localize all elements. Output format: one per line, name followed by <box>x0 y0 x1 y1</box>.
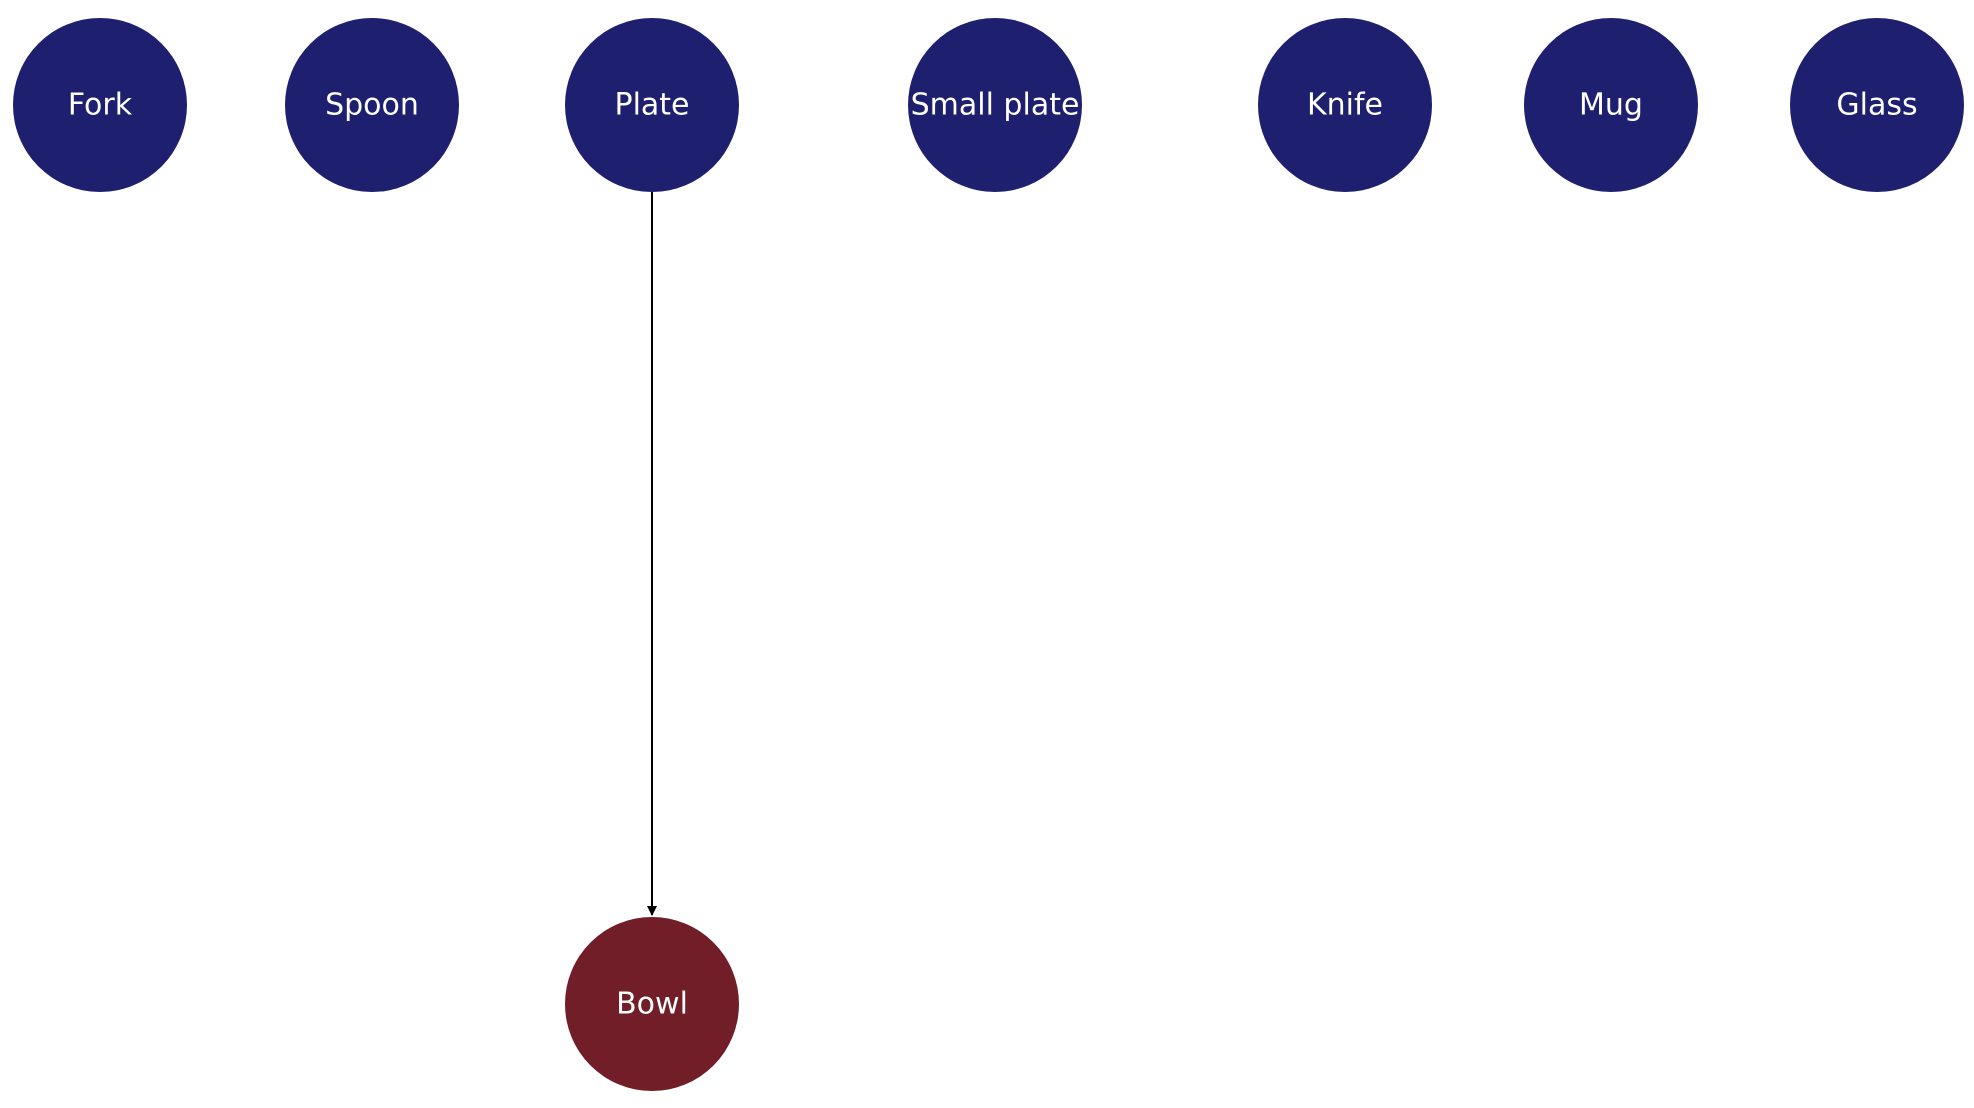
node-circle-fork <box>13 18 187 192</box>
node-circle-knife <box>1258 18 1432 192</box>
node-knife: Knife <box>1258 18 1432 192</box>
node-fork: Fork <box>13 18 187 192</box>
node-label-mug: Mug <box>1579 88 1643 123</box>
node-spoon: Spoon <box>285 18 459 192</box>
node-label-glass: Glass <box>1836 88 1917 123</box>
node-circle-small-plate <box>908 18 1082 192</box>
node-label-small-plate: Small plate <box>911 88 1080 123</box>
node-label-bowl: Bowl <box>616 987 688 1022</box>
nodes-layer: Fork Spoon Plate Small plate Knife Mug Glass Bo… <box>13 18 1964 1091</box>
node-mug: Mug <box>1524 18 1698 192</box>
node-circle-glass <box>1790 18 1964 192</box>
node-small-plate: Small plate <box>908 18 1082 192</box>
node-circle-plate <box>565 18 739 192</box>
node-circle-spoon <box>285 18 459 192</box>
node-circle-mug <box>1524 18 1698 192</box>
node-circle-bowl <box>565 917 739 1091</box>
node-glass: Glass <box>1790 18 1964 192</box>
node-bowl: Bowl <box>565 917 739 1091</box>
node-label-knife: Knife <box>1307 88 1383 123</box>
node-label-fork: Fork <box>68 88 133 123</box>
node-plate: Plate <box>565 18 739 192</box>
node-label-spoon: Spoon <box>325 88 419 123</box>
node-label-plate: Plate <box>614 88 689 123</box>
